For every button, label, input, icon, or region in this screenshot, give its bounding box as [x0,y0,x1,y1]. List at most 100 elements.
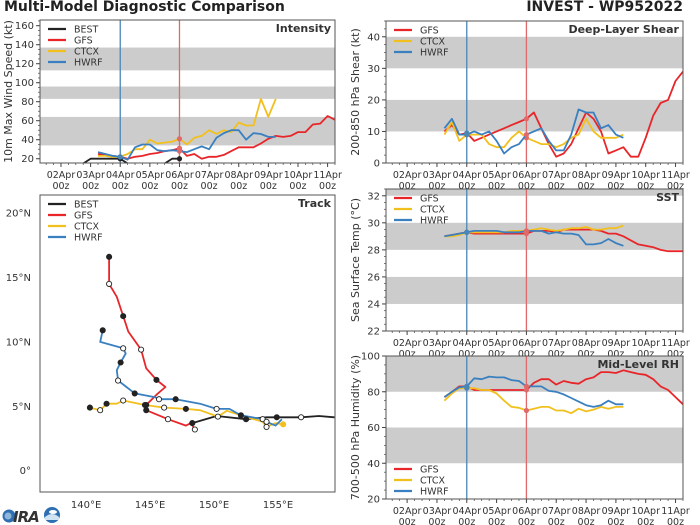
legend-label-ctcx: CTCX [74,222,100,233]
y-tick-label: 30 [367,64,380,75]
y-tick-label: 28 [367,245,380,256]
x-tick-label-hour: 00z [578,181,595,192]
x-tick-label-day: 11Apr [661,506,690,517]
legend-label-hwrf: HWRF [420,487,449,498]
series-line-ctcx [443,387,624,415]
series-line-hwrf [444,229,624,247]
plot-frame [385,20,684,164]
series-marker-hwrf [464,132,470,138]
x-tick-label-day: 08Apr [572,170,601,181]
legend-label-gfs: GFS [420,465,439,476]
series-marker-hwrf [523,228,530,234]
legend-label-gfs: GFS [74,36,93,47]
x-tick-label-hour: 00z [488,181,505,192]
y-axis-label: 10m Max Wind Speed (kt) [2,20,15,163]
x-tick-label-hour: 00z [518,517,535,525]
series-marker-hwrf [117,154,123,160]
y-tick-label: 80 [21,97,34,108]
y-tick-label: 0° [20,466,31,477]
shaded-band [40,116,335,146]
y-tick-label: 10°N [6,337,31,348]
y-axis-label: 700-500 hPa Humidity (%) [349,355,362,500]
x-tick-label-day: 10Apr [284,170,313,181]
series-marker-ctcx [176,136,183,142]
track-marker-ctcx [161,404,168,411]
x-tick-label-hour: 00z [171,181,188,192]
series-line-ctcx [98,98,277,158]
legend-label-gfs: GFS [420,194,439,205]
y-tick-label: 26 [367,272,380,283]
x-tick-label-day: 04Apr [453,170,482,181]
panel-sst: 22242628303202Apr00z03Apr00z04Apr00z05Ap… [349,188,690,360]
cira-logo: IRA [2,507,60,525]
y-tick-label: 60 [367,423,380,434]
legend-label-ctcx: CTCX [420,476,446,487]
y-tick-label: 10 [367,127,380,138]
y-tick-label: 20 [367,495,380,506]
series-marker-hwrf [464,383,470,389]
x-tick-label-hour: 00z [141,181,158,192]
x-tick-label-hour: 00z [458,349,475,360]
main-title: Multi-Model Diagnostic Comparison [4,0,285,15]
panel-track: 140°E 145°E 150°E 155°E 0° 5°N 10°N 15°N 20°N Tra… [6,194,336,511]
x-tick-label-hour: 00z [548,181,565,192]
legend-label-ctcx: CTCX [74,47,100,58]
x-tick-label: 155°E [263,500,293,511]
series-marker-gfs [523,387,530,393]
x-tick-label-day: 06Apr [165,170,194,181]
track-marker-best [189,420,196,427]
series-line-hwrf [443,108,624,155]
x-tick-label-hour: 00z [607,349,624,360]
x-tick-label-hour: 00z [201,181,218,192]
track-marker-gfs [143,407,150,414]
track-marker-ctcx [263,423,270,430]
x-tick-label-hour: 00z [399,517,416,525]
x-tick-label-hour: 00z [458,181,475,192]
y-axis-label: 200-850 hPa Shear (kt) [349,28,362,156]
y-tick-label: 5°N [12,402,31,413]
series-line-ctcx [444,224,624,238]
x-tick-label-day: 11Apr [661,170,690,181]
x-tick-label-hour: 00z [548,517,565,525]
shaded-band [386,189,683,196]
track-marker-ctcx [103,400,110,407]
track-marker-gfs [120,313,127,320]
logo-globe-inner [4,512,12,520]
x-tick-label-hour: 00z [52,181,69,192]
y-tick-label: 32 [367,191,380,202]
x-tick-label-hour: 00z [428,181,445,192]
x-tick-label-day: 03Apr [76,170,105,181]
x-tick-label-day: 02Apr [393,338,422,349]
legend-label-best: BEST [74,25,99,36]
legend-label-best: BEST [74,200,99,211]
series-marker-best [176,156,183,162]
x-tick-label-day: 04Apr [106,170,135,181]
x-tick-label-day: 09Apr [602,170,631,181]
y-tick-label: 160 [15,21,34,32]
track-marker-gfs [191,426,198,433]
x-tick-label-day: 04Apr [453,506,482,517]
shaded-band [386,427,683,464]
y-tick-label: 20 [21,154,34,165]
y-tick-label: 40 [367,32,380,43]
series-marker-hwrf [523,132,530,138]
track-marker-ctcx [280,421,287,428]
legend-label-hwrf: HWRF [420,48,449,59]
track-marker-best [298,414,305,421]
x-tick-label-day: 05Apr [482,170,511,181]
panel-deep-layer-shear: 01020304002Apr00z03Apr00z04Apr00z05Apr00… [349,20,690,192]
y-tick-label: 15°N [6,273,31,284]
x-tick-label-day: 04Apr [453,338,482,349]
y-tick-label: 100 [361,352,380,363]
x-tick-label-hour: 00z [637,349,654,360]
track-marker-hwrf [237,412,244,419]
logo-wave [45,514,59,520]
series-line-gfs [97,115,335,160]
series-marker-hwrf [464,229,470,235]
x-tick-label-day: 11Apr [313,170,342,181]
legend-label-gfs: GFS [74,211,93,222]
track-marker-ctcx [182,405,189,412]
series-marker-gfs [523,116,530,122]
x-tick-label-day: 11Apr [661,338,690,349]
